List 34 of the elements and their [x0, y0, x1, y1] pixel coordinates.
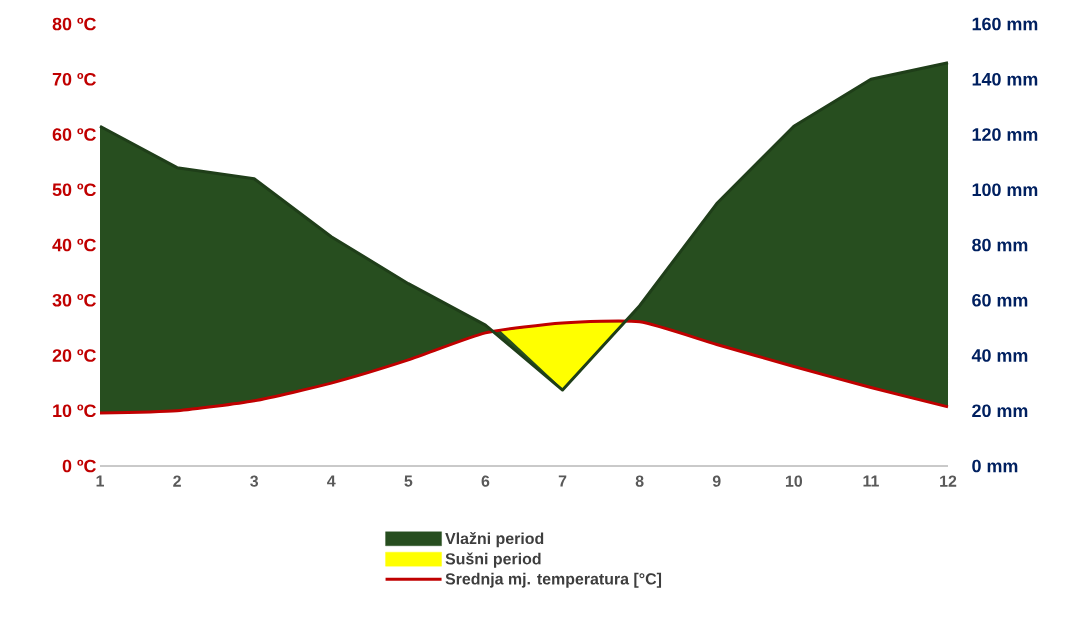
y2-tick-label: 40 mm	[971, 349, 1028, 362]
line-series	[98, 319, 950, 415]
x-tick-label: 10	[785, 475, 803, 487]
y-tick-label: 10 ºC	[53, 404, 96, 418]
x-tick-label: 6	[481, 475, 490, 487]
y2-tick-label: 60 mm	[972, 293, 1028, 307]
legend-label: Vlažni period	[445, 532, 544, 548]
y2-tick-label: 0 mm	[972, 459, 1018, 473]
y2-tick-label: 80 mm	[972, 238, 1028, 252]
y2-tick-label: 160 mm	[972, 17, 1038, 31]
y-tick-label: 40 ºC	[52, 238, 96, 252]
y-tick-label: 0 ºC	[62, 459, 96, 473]
x-tick-label: 7	[558, 475, 567, 487]
x-tick-label: 2	[173, 475, 181, 487]
x-tick-label: 9	[712, 475, 721, 487]
x-tick-label: 5	[404, 475, 413, 487]
x-tick-label: 11	[863, 475, 879, 487]
y-tick-label: 50 ºC	[52, 183, 96, 197]
y-tick-label: 70 ºC	[52, 72, 96, 86]
y-tick-label: 80 ºC	[52, 17, 96, 31]
y-tick-label: 20 ºC	[52, 349, 96, 362]
x-tick-label: 1	[96, 475, 104, 487]
y2-tick-label: 20 mm	[972, 404, 1028, 418]
legend-label: Srednja mj. temperatura [°C]	[445, 572, 662, 588]
legend-label: Sušni period	[445, 552, 541, 568]
x-tick-label: 12	[940, 475, 957, 487]
y-tick-label: 60 ºC	[52, 128, 96, 141]
y2-tick-label: 120 mm	[972, 128, 1038, 141]
y-tick-label: 30 ºC	[52, 293, 96, 307]
y2-tick-label: 100 mm	[972, 183, 1038, 197]
y2-tick-label: 140 mm	[972, 72, 1038, 86]
x-tick-label: 8	[635, 475, 644, 487]
x-tick-label: 3	[250, 475, 259, 487]
x-tick-label: 4	[327, 475, 336, 487]
